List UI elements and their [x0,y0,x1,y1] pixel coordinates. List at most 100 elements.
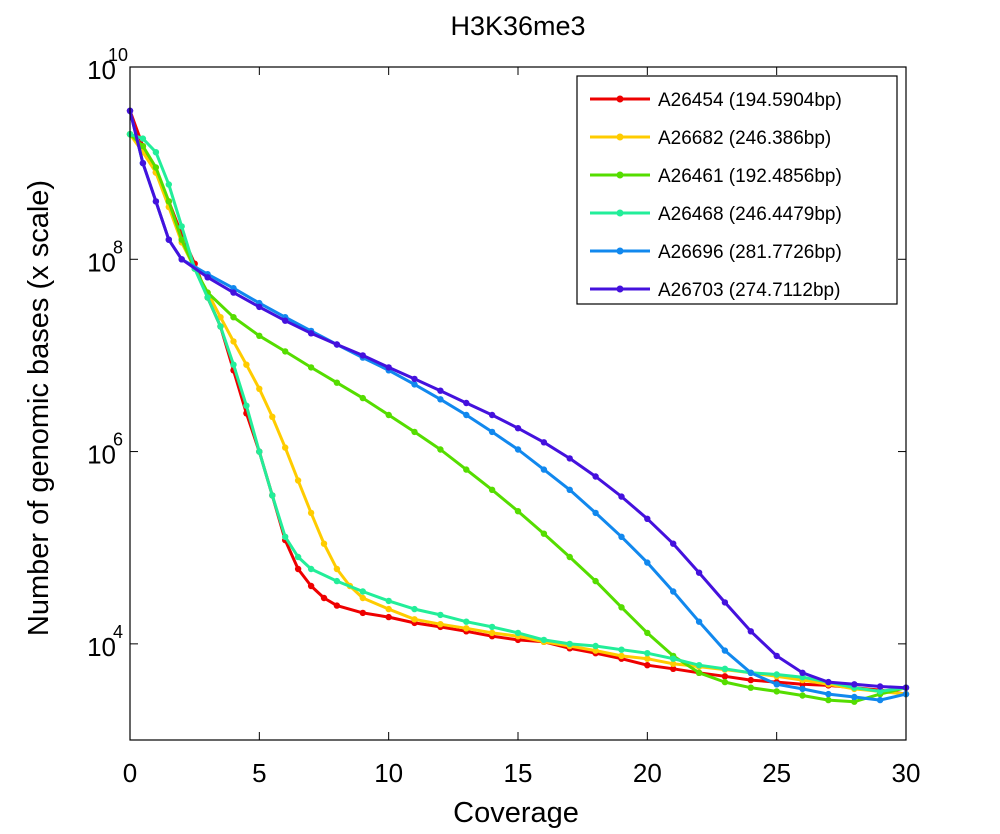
data-point-3-5 [178,236,185,243]
data-point-3-32 [851,698,858,705]
x-tick-label-1: 0 [123,758,137,788]
data-point-6-20 [566,455,573,462]
legend-label-4: A26468 (246.4479bp) [658,204,842,225]
legend-entry-6: A26703 (274.7112bp) [590,280,840,301]
x-tick-label-3: 10 [374,758,403,788]
data-point-4-3 [152,149,160,156]
data-point-2-29 [618,652,625,660]
data-point-3-21 [566,553,573,561]
data-point-5-24 [670,588,677,595]
data-point-2-21 [411,616,418,623]
data-point-6-11 [333,341,341,348]
data-point-2-19 [359,594,366,602]
data-point-2-14 [294,477,302,484]
data-point-2-10 [243,361,250,368]
y-tick-base-2: 10 [87,440,116,470]
data-point-3-8 [230,314,237,321]
y-tick-label-2: 106 [87,430,123,470]
legend-box [576,75,898,305]
data-point-3-27 [721,678,729,686]
data-point-2-28 [592,647,599,654]
data-point-4-19 [411,605,418,613]
y-tick-base-3: 10 [87,247,116,277]
data-point-6-27 [747,628,754,635]
data-point-3-9 [256,332,263,339]
data-point-6-12 [359,352,366,359]
data-point-4-2 [139,135,147,142]
legend-entry-1: A26454 (194.5904bp) [590,90,842,111]
data-point-6-28 [773,652,780,660]
y-tick-exponent-4: 10 [108,45,128,65]
data-point-6-13 [385,364,392,371]
legend-swatch-marker-2 [616,133,624,141]
data-point-6-17 [488,411,496,419]
data-point-6-3 [152,198,160,205]
data-point-4-25 [566,640,573,648]
data-point-2-8 [217,314,224,321]
legend-swatch-marker-3 [616,171,624,179]
data-point-6-18 [514,425,522,432]
data-point-2-16 [320,540,328,547]
legend-entry-2: A26682 (246.386bp) [590,128,831,149]
data-point-3-15 [411,428,418,436]
data-point-2-24 [488,629,496,637]
data-point-2-30 [644,655,651,662]
data-point-5-20 [566,486,573,493]
data-point-6-16 [463,399,470,407]
legend-label-1: A26454 (194.5904bp) [658,90,842,111]
data-point-5-22 [618,533,625,540]
data-point-4-22 [488,623,496,631]
x-tick-label-7: 30 [892,758,921,788]
data-point-6-14 [411,375,418,383]
data-point-3-4 [165,198,172,205]
data-point-6-23 [644,515,651,522]
y-tick-label-1: 104 [87,622,123,662]
data-point-2-23 [463,625,470,632]
data-point-5-30 [825,690,832,698]
data-point-5-17 [488,428,496,436]
data-point-6-5 [178,256,185,263]
data-point-3-30 [799,692,806,699]
data-point-3-31 [825,696,832,704]
data-point-4-17 [359,588,366,595]
data-point-4-18 [385,597,392,605]
data-point-4-27 [618,646,625,653]
data-point-4-4 [165,181,172,188]
legend-swatch-marker-6 [616,285,624,293]
data-point-1-30 [670,665,677,672]
data-point-4-11 [256,448,263,455]
data-point-6-6 [204,274,211,281]
data-point-5-18 [514,446,522,453]
data-point-5-23 [644,559,651,566]
legend-entry-4: A26468 (246.4479bp) [590,204,842,225]
data-point-6-2 [139,159,147,167]
legend-entry-3: A26461 (192.4856bp) [590,166,842,187]
legend-swatch-marker-4 [616,209,624,217]
data-point-4-21 [463,618,470,625]
data-point-2-20 [385,605,392,613]
data-point-4-34 [799,674,806,681]
data-point-6-29 [799,669,806,676]
data-point-6-15 [437,387,444,394]
data-point-4-7 [204,294,211,301]
legend-label-3: A26461 (192.4856bp) [658,166,842,187]
legend-label-2: A26682 (246.386bp) [658,128,831,149]
data-point-4-31 [721,665,729,672]
data-point-4-14 [294,553,302,561]
data-point-5-14 [411,381,418,388]
data-point-5-7 [230,285,237,292]
data-point-2-22 [437,621,444,628]
data-point-4-20 [437,611,444,619]
data-point-3-12 [333,379,341,386]
data-point-1-18 [359,609,366,617]
data-point-5-31 [851,693,858,701]
data-point-5-29 [799,685,806,693]
data-point-6-31 [851,681,858,688]
y-tick-exponent-1: 4 [113,622,123,642]
data-point-5-16 [463,411,470,419]
data-point-1-19 [385,613,392,621]
data-point-1-29 [644,662,651,669]
data-point-6-22 [618,493,625,500]
